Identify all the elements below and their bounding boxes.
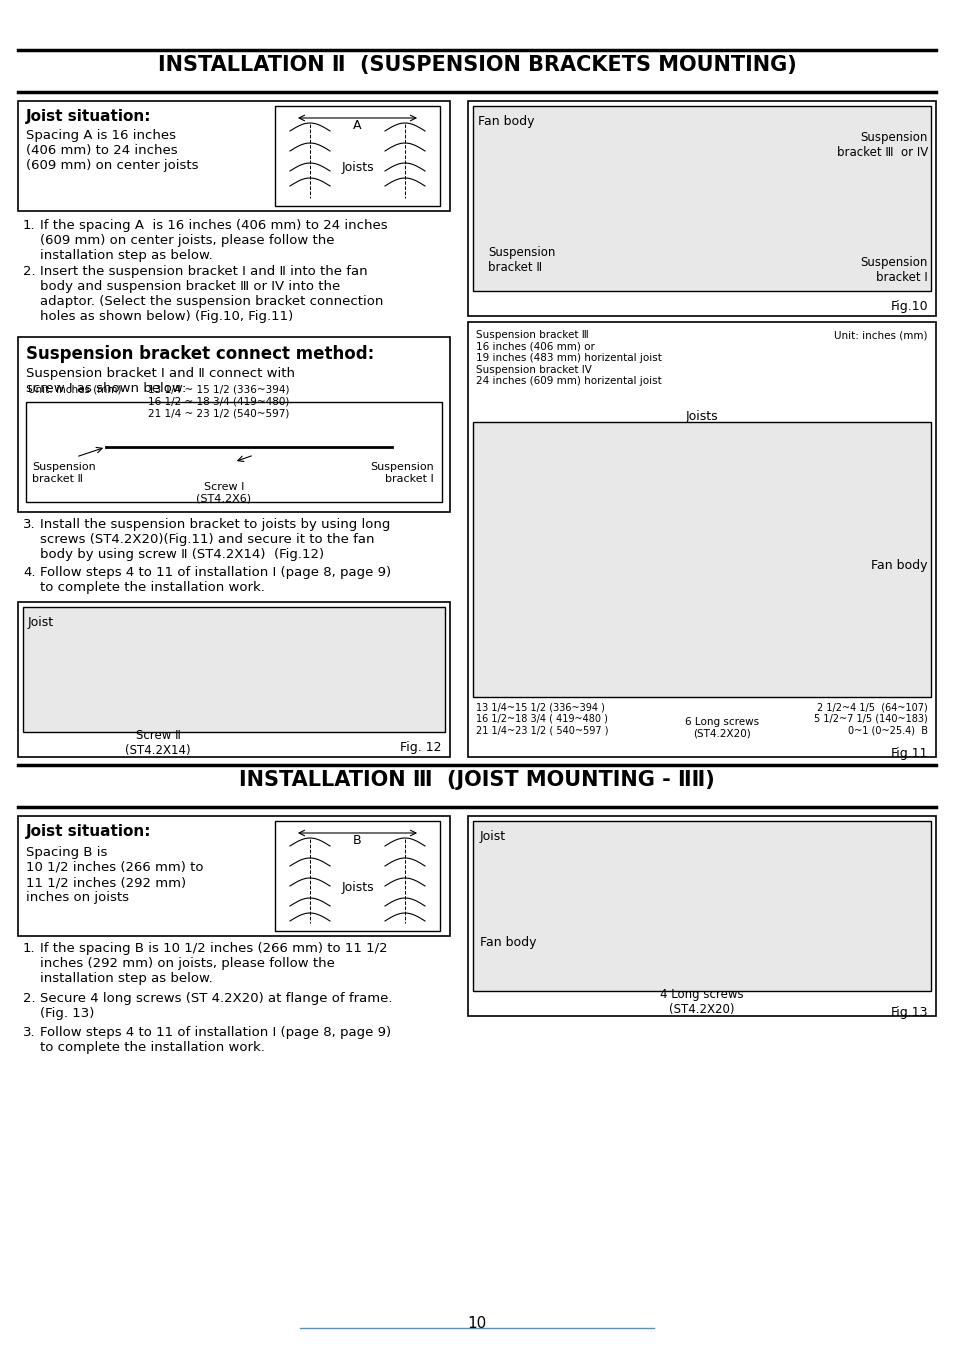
Text: Spacing A is 16 inches
(406 mm) to 24 inches
(609 mm) on center joists: Spacing A is 16 inches (406 mm) to 24 in… bbox=[26, 129, 198, 172]
Text: Joists: Joists bbox=[685, 411, 718, 423]
Text: Follow steps 4 to 11 of installation I (page 8, page 9)
to complete the installa: Follow steps 4 to 11 of installation I (… bbox=[40, 1026, 391, 1054]
Text: Fig. 12: Fig. 12 bbox=[400, 742, 441, 754]
Bar bbox=[274, 106, 439, 206]
Text: Suspension bracket Ⅲ
16 inches (406 mm) or
19 inches (483 mm) horizental joist
S: Suspension bracket Ⅲ 16 inches (406 mm) … bbox=[476, 330, 661, 386]
Text: Suspension
bracket Ⅱ: Suspension bracket Ⅱ bbox=[488, 246, 555, 275]
Bar bbox=[26, 402, 441, 502]
Text: 1.: 1. bbox=[23, 219, 35, 232]
Text: 3.: 3. bbox=[23, 518, 35, 532]
Text: Joist situation:: Joist situation: bbox=[26, 109, 152, 124]
Text: Screw Ⅱ
(ST4.2X14): Screw Ⅱ (ST4.2X14) bbox=[125, 730, 191, 756]
Text: 13 1/4~15 1/2 (336~394 )
16 1/2~18 3/4 ( 419~480 )
21 1/4~23 1/2 ( 540~597 ): 13 1/4~15 1/2 (336~394 ) 16 1/2~18 3/4 (… bbox=[476, 703, 608, 735]
Text: Insert the suspension bracket I and Ⅱ into the fan
body and suspension bracket Ⅲ: Insert the suspension bracket I and Ⅱ in… bbox=[40, 265, 383, 323]
Text: B: B bbox=[353, 835, 361, 847]
Bar bbox=[473, 106, 930, 291]
Text: Suspension
bracket I: Suspension bracket I bbox=[370, 462, 434, 483]
Text: Suspension
bracket Ⅱ: Suspension bracket Ⅱ bbox=[32, 462, 95, 483]
Text: 13 1/4 ~ 15 1/2 (336~394)
16 1/2 ~ 18 3/4 (419~480)
21 1/4 ~ 23 1/2 (540~597): 13 1/4 ~ 15 1/2 (336~394) 16 1/2 ~ 18 3/… bbox=[148, 385, 289, 419]
Bar bbox=[18, 816, 450, 935]
Text: Screw I
(ST4.2X6): Screw I (ST4.2X6) bbox=[196, 482, 252, 503]
Text: Fan body: Fan body bbox=[871, 560, 927, 572]
Bar bbox=[18, 101, 450, 211]
Text: 10: 10 bbox=[467, 1316, 486, 1331]
Text: 2 1/2~4 1/5  (64~107)
5 1/2~7 1/5 (140~183)
0~1 (0~25.4)  B: 2 1/2~4 1/5 (64~107) 5 1/2~7 1/5 (140~18… bbox=[814, 703, 927, 735]
Text: Unit: inches (mm): Unit: inches (mm) bbox=[834, 330, 927, 341]
Text: Fig.13: Fig.13 bbox=[889, 1005, 927, 1019]
Text: Joist: Joist bbox=[28, 616, 54, 629]
Text: If the spacing A  is 16 inches (406 mm) to 24 inches
(609 mm) on center joists, : If the spacing A is 16 inches (406 mm) t… bbox=[40, 219, 387, 262]
Text: Joists: Joists bbox=[341, 882, 374, 894]
Bar bbox=[274, 821, 439, 931]
Bar bbox=[18, 602, 450, 756]
Text: Suspension bracket I and Ⅱ connect with
screw I as shown below:: Suspension bracket I and Ⅱ connect with … bbox=[26, 367, 294, 394]
Text: Fan body: Fan body bbox=[477, 114, 534, 128]
Text: A: A bbox=[353, 118, 361, 132]
Text: 3.: 3. bbox=[23, 1026, 35, 1039]
Text: 1.: 1. bbox=[23, 942, 35, 956]
Text: Fig.10: Fig.10 bbox=[889, 300, 927, 314]
Text: 4 Long screws
(ST4.2X20): 4 Long screws (ST4.2X20) bbox=[659, 988, 743, 1016]
Text: Suspension
bracket I: Suspension bracket I bbox=[860, 256, 927, 284]
Text: Joist: Joist bbox=[479, 830, 506, 843]
Bar bbox=[468, 816, 935, 1016]
Bar bbox=[18, 336, 450, 511]
Text: Secure 4 long screws (ST 4.2X20) at flange of frame.
(Fig. 13): Secure 4 long screws (ST 4.2X20) at flan… bbox=[40, 992, 392, 1020]
Text: Fig.11: Fig.11 bbox=[889, 747, 927, 760]
Bar bbox=[468, 322, 935, 756]
Text: If the spacing B is 10 1/2 inches (266 mm) to 11 1/2
inches (292 mm) on joists, : If the spacing B is 10 1/2 inches (266 m… bbox=[40, 942, 387, 985]
Text: Unit: inches (mm): Unit: inches (mm) bbox=[28, 385, 121, 394]
Bar bbox=[468, 101, 935, 316]
Text: Joists: Joists bbox=[341, 162, 374, 174]
Text: Suspension
bracket Ⅲ  or IV: Suspension bracket Ⅲ or IV bbox=[836, 131, 927, 159]
Bar bbox=[473, 423, 930, 697]
Text: INSTALLATION Ⅱ  (SUSPENSION BRACKETS MOUNTING): INSTALLATION Ⅱ (SUSPENSION BRACKETS MOUN… bbox=[157, 55, 796, 75]
Bar bbox=[473, 821, 930, 991]
Text: Install the suspension bracket to joists by using long
screws (ST4.2X20)(Fig.11): Install the suspension bracket to joists… bbox=[40, 518, 390, 561]
Text: 2.: 2. bbox=[23, 992, 35, 1005]
Text: Follow steps 4 to 11 of installation I (page 8, page 9)
to complete the installa: Follow steps 4 to 11 of installation I (… bbox=[40, 567, 391, 594]
Text: 4.: 4. bbox=[23, 567, 35, 579]
Text: Joist situation:: Joist situation: bbox=[26, 824, 152, 839]
Text: Fan body: Fan body bbox=[479, 935, 536, 949]
Text: 6 Long screws
(ST4.2X20): 6 Long screws (ST4.2X20) bbox=[684, 717, 759, 739]
Text: Suspension bracket connect method:: Suspension bracket connect method: bbox=[26, 345, 374, 363]
Bar bbox=[23, 607, 444, 732]
Text: Spacing B is
10 1/2 inches (266 mm) to
11 1/2 inches (292 mm)
inches on joists: Spacing B is 10 1/2 inches (266 mm) to 1… bbox=[26, 847, 203, 905]
Text: INSTALLATION Ⅲ  (JOIST MOUNTING - ⅡⅡ): INSTALLATION Ⅲ (JOIST MOUNTING - ⅡⅡ) bbox=[239, 770, 714, 790]
Text: 2.: 2. bbox=[23, 265, 35, 279]
